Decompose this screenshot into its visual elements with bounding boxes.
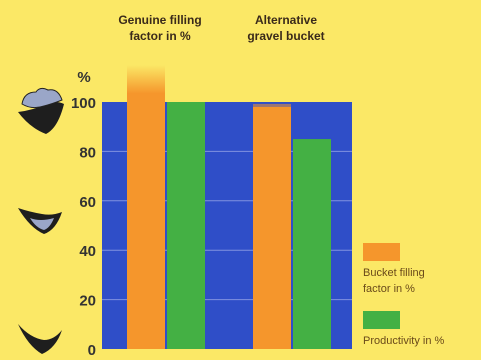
y-tick-label: 80 — [79, 144, 96, 161]
empty-bucket-icon — [18, 324, 62, 354]
y-tick-label: 60 — [79, 194, 96, 211]
y-tick-label: 40 — [79, 243, 96, 260]
full-bucket-icon — [18, 87, 64, 134]
legend-label: Bucket filling — [363, 267, 425, 279]
bucket-fill — [30, 218, 54, 230]
legend-label: factor in % — [363, 283, 415, 295]
bar — [167, 102, 205, 349]
legend-swatch — [363, 243, 400, 261]
y-tick-label: 100 — [71, 95, 96, 112]
category-label: factor in % — [129, 29, 191, 43]
bar-fuzzy-top — [253, 103, 291, 110]
legend-label: Productivity in % — [363, 335, 445, 347]
bar — [127, 102, 165, 349]
bucket-rocks — [21, 87, 63, 109]
bucket-body — [18, 102, 64, 134]
y-tick-label: 0 — [88, 342, 96, 359]
bar-overshoot — [127, 64, 165, 103]
category-label: Alternative — [255, 13, 317, 27]
half-bucket-icon — [18, 208, 62, 234]
bar — [253, 106, 291, 349]
legend-swatch — [363, 311, 400, 329]
bar — [293, 139, 331, 349]
y-axis-label: % — [77, 69, 90, 86]
category-label: gravel bucket — [247, 29, 324, 43]
y-tick-label: 20 — [79, 293, 96, 310]
bucket-body — [18, 324, 62, 354]
category-label: Genuine filling — [118, 13, 201, 27]
